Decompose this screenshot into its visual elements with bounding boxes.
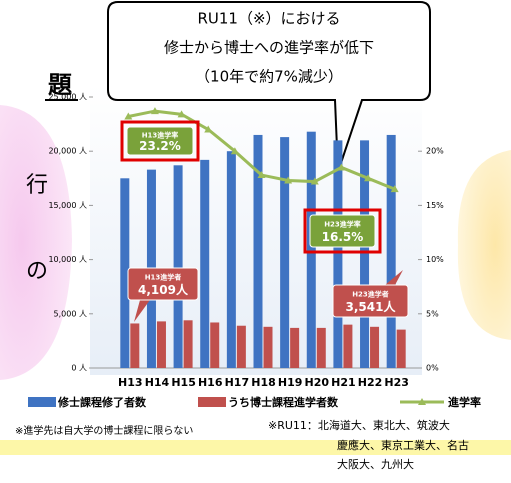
x-tick-label: H16 (198, 376, 223, 389)
annotation-frame (120, 120, 200, 162)
annotation-tail (385, 270, 403, 285)
rate-marker (364, 174, 373, 182)
x-tick-label: H20 (305, 376, 330, 389)
y-tick-label: 15,000 人 (48, 201, 87, 210)
bar (156, 321, 166, 368)
bar (183, 320, 193, 368)
annotation-text: H23進学者 (352, 290, 389, 299)
rate-marker (230, 147, 239, 155)
y-tick-label: 20,000 人 (48, 147, 87, 156)
left-blob (0, 105, 72, 380)
annotation-text: 3,541人 (346, 299, 397, 314)
callout-box (107, 1, 431, 173)
annotation-box (332, 284, 409, 318)
x-tick-label: H21 (331, 376, 356, 389)
rate-marker (337, 163, 346, 171)
annotation-text: H13進学率 (142, 130, 179, 139)
bar (210, 322, 220, 368)
bar (343, 324, 353, 368)
legend-label: 修士課程修了者数 (57, 395, 147, 409)
annotation-text: H13進学者 (145, 273, 182, 282)
callout-text: RU11（※）における (197, 10, 340, 28)
annotation-frame (303, 208, 382, 254)
rate-marker (310, 177, 319, 185)
annotation-tail (134, 300, 150, 322)
bar (290, 327, 300, 368)
x-tick-label: H23 (384, 376, 409, 389)
text-fragment: の (26, 259, 48, 284)
legend-swatch (198, 397, 226, 407)
callout-text: 修士から博士への進学率が低下 (164, 39, 374, 57)
bar (280, 137, 290, 368)
bar (173, 165, 183, 368)
x-tick-label: H17 (225, 376, 250, 389)
x-tick-label: H19 (278, 376, 303, 389)
y2-tick-label: 5% (426, 309, 439, 318)
bar (236, 325, 246, 368)
note: 慶應大、東京工業大、名古 (337, 438, 469, 452)
legend-swatch (28, 397, 56, 407)
annotation-text: 23.2% (139, 139, 181, 153)
annotation-text: H23進学率 (324, 220, 361, 229)
callout-text: （10年で約7%減少） (195, 68, 343, 86)
bar (386, 134, 396, 368)
rate-marker (390, 185, 399, 193)
bottom-band (0, 440, 511, 455)
rate-marker (124, 112, 133, 120)
y-tick-label: 5,000 人 (54, 309, 87, 318)
legend-marker (418, 398, 426, 405)
x-tick-label: H18 (251, 376, 276, 389)
bar (120, 178, 130, 368)
y2-tick-label: 10% (426, 255, 444, 264)
bar (370, 326, 380, 368)
right-blob (457, 150, 511, 340)
annotation-box (126, 126, 194, 156)
rate-marker (177, 110, 186, 118)
x-tick-label: H22 (358, 376, 383, 389)
x-tick-label: H15 (171, 376, 196, 389)
bar (396, 329, 406, 368)
bar (253, 134, 263, 368)
note: ※進学先は自大学の博士課程に限らない (15, 424, 193, 437)
bar (263, 326, 273, 368)
bar (360, 140, 370, 368)
y-tick-label: 0 人 (71, 364, 87, 373)
rate-marker (257, 171, 266, 179)
y-tick-label: 10,000 人 (48, 255, 87, 264)
bar (306, 131, 316, 368)
annotation-box (309, 214, 376, 248)
note: ※RU11：北海道大、東北大、筑波大 (268, 418, 450, 432)
text-fragment: 行 (26, 173, 48, 198)
y2-tick-label: 0% (426, 364, 439, 373)
rate-marker (150, 107, 159, 115)
heading-fragment: 題 (48, 71, 73, 99)
annotation-text: 4,109人 (138, 282, 189, 297)
bar (130, 323, 140, 368)
rate-marker (204, 125, 213, 133)
annotation-box (127, 267, 199, 301)
note: 大阪大、九州大 (337, 457, 414, 471)
legend-label: 進学率 (448, 395, 481, 409)
x-tick-label: H13 (118, 376, 143, 389)
annotation-text: 16.5% (322, 230, 364, 244)
bar (200, 159, 210, 368)
legend-label: うち博士課程進学者数 (228, 395, 339, 409)
bar (226, 151, 236, 368)
y2-tick-label: 20% (426, 147, 444, 156)
bar (316, 327, 326, 368)
y-tick-label: 25,000 人 (48, 93, 87, 102)
y2-tick-label: 15% (426, 201, 444, 210)
bar (333, 140, 343, 368)
rate-marker (284, 176, 293, 184)
x-tick-label: H14 (145, 376, 170, 389)
